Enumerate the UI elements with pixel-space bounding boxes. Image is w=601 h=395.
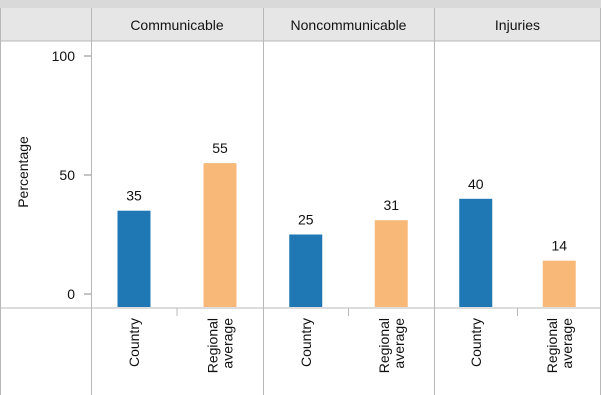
bar-country [117, 210, 151, 307]
bar-country [459, 198, 493, 307]
top-band [0, 0, 601, 8]
data-label: 55 [212, 140, 228, 156]
category-label: average [220, 318, 236, 369]
panel-noncommunicable: Noncommunicable 25 Country 31 Regional averag… [289, 17, 408, 373]
category-label: Country [298, 318, 314, 367]
data-label: 25 [298, 212, 314, 228]
data-label: 31 [383, 197, 399, 213]
data-label: 40 [468, 176, 484, 192]
y-tick-label-50: 50 [59, 167, 75, 183]
category-label: Country [126, 318, 142, 367]
bar-country [289, 234, 323, 307]
y-tick-label-0: 0 [67, 286, 75, 302]
y-tick-label-100: 100 [52, 48, 76, 64]
category-label: Regional [205, 318, 221, 373]
data-label: 35 [126, 188, 142, 204]
panel-injuries: Injuries 40 Country 14 Regional average [459, 17, 576, 373]
y-axis-label: Percentage [15, 136, 31, 208]
bar-regional-average [542, 260, 576, 307]
panel-title: Noncommunicable [291, 17, 407, 33]
data-label: 14 [551, 238, 567, 254]
category-label: average [559, 318, 575, 369]
category-label: Regional [376, 318, 392, 373]
panel-title: Communicable [130, 17, 224, 33]
bar-regional-average [203, 163, 237, 307]
category-label: average [391, 318, 407, 369]
category-label: Regional [544, 318, 560, 373]
panel-title: Injuries [495, 17, 540, 33]
category-label: Country [468, 318, 484, 367]
header-row [0, 8, 601, 41]
panel-communicable: Communicable 35 Country 55 Regional average [117, 17, 237, 373]
bar-regional-average [374, 220, 408, 307]
